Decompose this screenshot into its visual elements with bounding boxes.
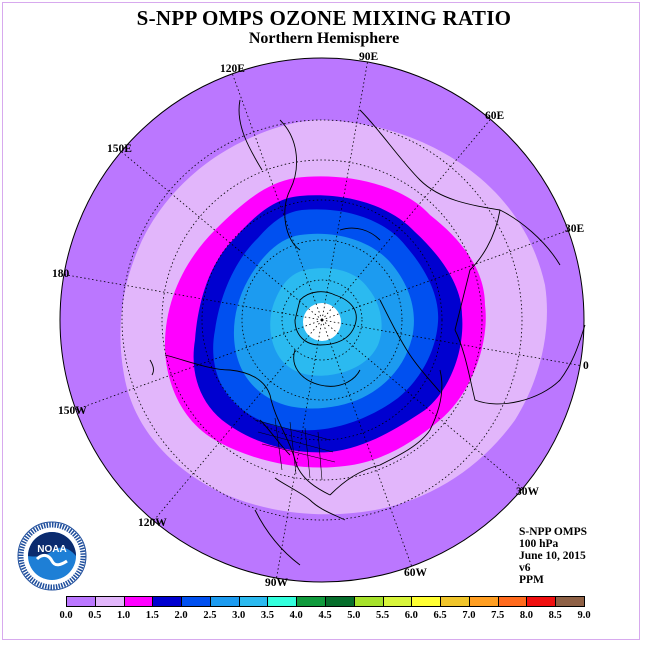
- lon-label-0: 0: [583, 360, 589, 372]
- colorbar-swatch: [440, 596, 470, 607]
- colorbar-swatch: [353, 596, 384, 607]
- colorbar-swatch: [411, 596, 442, 607]
- colorbar-tick-label: 1.5: [145, 610, 159, 621]
- info-pressure-level: 100 hPa: [519, 538, 559, 550]
- colorbar-tick-label: 7.5: [491, 610, 505, 621]
- colorbar-tick-label: 1.0: [116, 610, 131, 621]
- latitude-circle: [201, 199, 443, 441]
- colorbar-tick-label: 0.5: [88, 610, 102, 621]
- colorbar-swatch: [526, 596, 557, 607]
- colorbar-tick-label: 4.0: [289, 610, 303, 621]
- latitude-circle: [161, 159, 483, 481]
- lon-label-180: 180: [52, 268, 70, 280]
- colorbar-tick-label: 7.0: [462, 610, 476, 621]
- info-version: v6: [519, 562, 531, 574]
- map-title: S-NPP OMPS OZONE MIXING RATIO: [136, 6, 512, 30]
- colorbar-tick-label: 6.5: [433, 610, 447, 621]
- colorbar-swatch: [468, 596, 499, 607]
- lon-label-150e: 150E: [107, 143, 132, 155]
- colorbar-tick-label: 5.0: [347, 610, 361, 621]
- colorbar-tick-label: 9.0: [577, 610, 591, 621]
- lon-label-60w: 60W: [404, 567, 427, 579]
- colorbar-swatch: [497, 596, 528, 607]
- latitude-circle: [281, 279, 363, 361]
- noaa-logo: NOAA: [17, 521, 87, 591]
- lon-label-30e: 30E: [565, 223, 585, 235]
- colorbar-tick-label: 5.5: [375, 610, 390, 621]
- latitude-circle: [121, 119, 523, 521]
- colorbar-tick-label: 2.5: [203, 610, 217, 621]
- colorbar-swatch: [296, 596, 326, 607]
- colorbar-tick-label: 2.0: [174, 610, 188, 621]
- colorbar-swatch: [555, 596, 585, 607]
- lon-label-120e: 120E: [220, 63, 245, 75]
- colorbar-tick-label: 6.0: [404, 610, 418, 621]
- info-date: June 10, 2015: [519, 550, 586, 562]
- colorbar-tick-label: 8.5: [548, 610, 562, 621]
- plot-frame: [2, 2, 640, 640]
- colorbar-swatch: [152, 596, 183, 607]
- colorbar-swatch: [267, 596, 298, 607]
- colorbar-tick-label: 3.5: [260, 610, 274, 621]
- graticule: [63, 61, 581, 579]
- lon-label-60e: 60E: [485, 110, 505, 122]
- colorbar-tick-label: 8.0: [519, 610, 533, 621]
- noaa-logo-text: NOAA: [37, 544, 66, 555]
- lon-label-90e: 90E: [359, 51, 379, 63]
- info-units: PPM: [519, 574, 544, 586]
- colorbar-tick-label: 4.5: [318, 610, 332, 621]
- map-boundary: [59, 57, 585, 583]
- colorbar-swatch: [325, 596, 355, 607]
- colorbar-swatch: [238, 596, 269, 607]
- colorbar-swatch: [382, 596, 413, 607]
- info-instrument: S-NPP OMPS: [519, 526, 588, 538]
- coastlines: [149, 99, 586, 566]
- lon-label-150w: 150W: [58, 405, 87, 417]
- lon-label-90w: 90W: [265, 577, 288, 589]
- colorbar-swatch: [94, 596, 125, 607]
- colorbar-tick-label: 3.0: [232, 610, 246, 621]
- colorbar-swatch: [181, 596, 211, 607]
- map-subtitle: Northern Hemisphere: [248, 30, 400, 47]
- lon-label-30w: 30W: [516, 486, 539, 498]
- colorbar-swatch: [66, 596, 96, 607]
- colorbar-tick-label: 0.0: [59, 610, 73, 621]
- us-state-borders: [254, 417, 336, 481]
- lon-label-120w: 120W: [138, 517, 167, 529]
- colorbar-swatch: [123, 596, 154, 607]
- latitude-circle: [241, 239, 403, 401]
- colorbar-swatch: [209, 596, 240, 607]
